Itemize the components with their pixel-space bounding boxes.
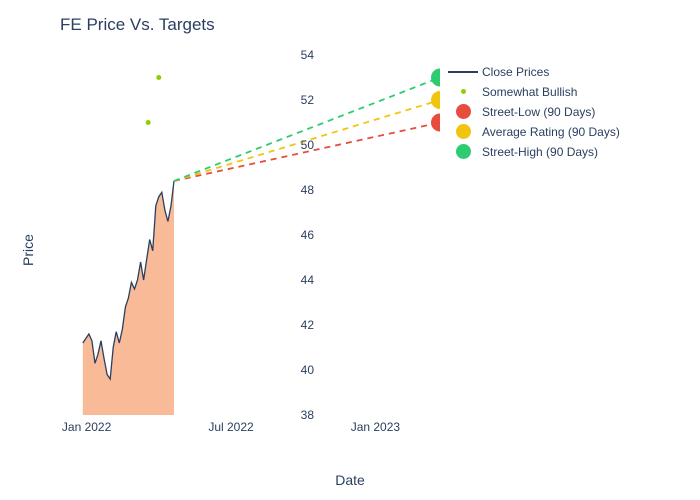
legend-item: Street-High (90 Days) [448, 142, 620, 161]
legend-symbol [448, 83, 478, 101]
legend-symbol [448, 143, 478, 161]
chart-title: FE Price Vs. Targets [60, 15, 215, 35]
y-tick: 44 [301, 273, 314, 287]
legend-item: Somewhat Bullish [448, 82, 620, 101]
bullish-point [146, 120, 151, 125]
legend: Close Prices Somewhat Bullish Street-Low (… [448, 62, 620, 162]
target-marker [431, 91, 440, 109]
y-tick: 46 [301, 228, 314, 242]
legend-label: Average Rating (90 Days) [482, 125, 620, 139]
y-tick: 42 [301, 318, 314, 332]
x-tick: Jan 2022 [62, 420, 111, 434]
legend-label: Street-High (90 Days) [482, 145, 598, 159]
legend-label: Street-Low (90 Days) [482, 105, 595, 119]
plot-area [60, 55, 440, 415]
x-tick: Jan 2023 [351, 420, 400, 434]
y-tick: 50 [301, 138, 314, 152]
x-axis-label: Date [335, 472, 365, 488]
legend-item: Close Prices [448, 62, 620, 81]
y-tick: 38 [301, 408, 314, 422]
target-marker [431, 69, 440, 87]
legend-symbol [448, 103, 478, 121]
legend-symbol [448, 63, 478, 81]
y-tick: 52 [301, 93, 314, 107]
plot-svg [60, 55, 440, 415]
y-axis-label: Price [20, 234, 36, 266]
bullish-point [156, 75, 161, 80]
x-tick: Jul 2022 [208, 420, 253, 434]
legend-label: Somewhat Bullish [482, 85, 577, 99]
legend-symbol [448, 123, 478, 141]
chart-container: FE Price Vs. Targets Price Date 38 40 42 44… [0, 0, 700, 500]
y-tick: 40 [301, 363, 314, 377]
legend-item: Street-Low (90 Days) [448, 102, 620, 121]
legend-label: Close Prices [482, 65, 549, 79]
target-marker [431, 114, 440, 132]
y-tick: 54 [301, 48, 314, 62]
legend-item: Average Rating (90 Days) [448, 122, 620, 141]
y-tick: 48 [301, 183, 314, 197]
